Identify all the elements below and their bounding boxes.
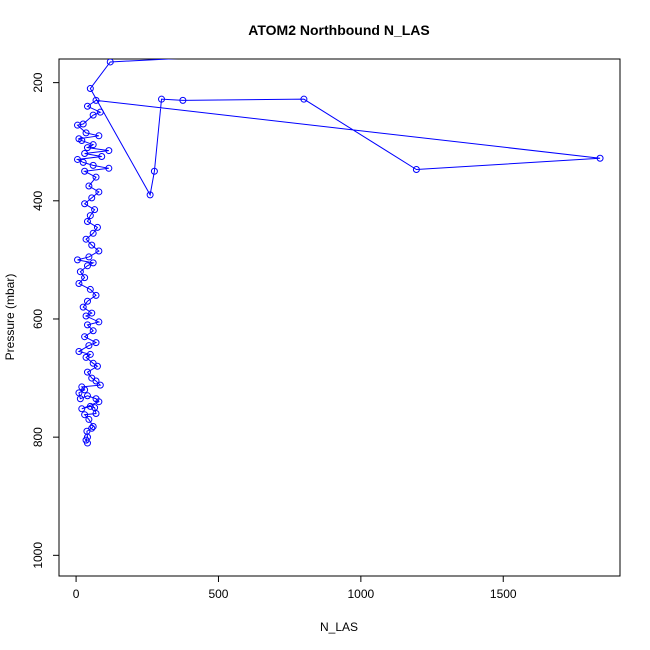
x-axis: 0 500 1000 1500 [73, 576, 517, 601]
data-point [85, 342, 93, 350]
data-point [81, 150, 89, 158]
data-point [85, 182, 93, 190]
data-point [89, 259, 97, 267]
data-point [82, 235, 90, 243]
data-point [83, 321, 91, 329]
data-point [106, 59, 114, 66]
data-point [158, 95, 166, 103]
data-point [86, 212, 94, 220]
data-point [79, 158, 87, 166]
data-point [76, 268, 84, 276]
data-point [75, 347, 83, 355]
data-point [95, 132, 103, 140]
data-point [85, 253, 93, 261]
data-point [412, 165, 420, 173]
data-point [146, 191, 154, 199]
data-point [88, 194, 96, 202]
data-point [81, 274, 89, 282]
x-axis-label: N_LAS [320, 620, 358, 634]
x-tick-label: 500 [208, 587, 228, 601]
data-point [95, 188, 103, 196]
data-point [89, 359, 97, 367]
data-point [179, 96, 187, 104]
data-point [96, 381, 104, 389]
data-point [88, 424, 96, 432]
y-axis: 200 400 600 800 1000 [31, 72, 59, 569]
data-point [81, 200, 89, 208]
data-point [79, 120, 87, 128]
data-point [93, 223, 101, 231]
data-point [150, 167, 158, 175]
x-tick-label: 0 [73, 587, 80, 601]
data-point [89, 161, 97, 169]
data-point [95, 318, 103, 326]
data-point [82, 129, 90, 137]
y-tick-label: 600 [31, 309, 45, 329]
data-point [78, 405, 86, 413]
data-point [88, 374, 96, 382]
y-tick-label: 200 [31, 72, 45, 92]
data-point [83, 217, 91, 225]
data-point [75, 280, 83, 288]
plot-frame [58, 58, 621, 577]
data-point [88, 309, 96, 317]
data-point [300, 95, 308, 103]
data-point [105, 147, 113, 155]
data-point [83, 144, 91, 152]
data-point [98, 152, 106, 160]
data-point [86, 285, 94, 293]
data-point [92, 291, 100, 299]
data-point [92, 339, 100, 347]
series-line [75, 59, 601, 444]
data-point [88, 241, 96, 249]
data-point [86, 402, 94, 410]
data-point [74, 155, 82, 163]
series-layer [74, 51, 604, 447]
data-point [86, 350, 94, 358]
data-point [78, 383, 86, 391]
chart-title: ATOM2 Northbound N_LAS [248, 22, 429, 38]
data-point [75, 135, 83, 143]
data-point [92, 96, 100, 104]
data-point [82, 312, 90, 320]
y-axis-label: Pressure (mbar) [3, 274, 17, 361]
data-point [258, 51, 264, 57]
data-point [89, 111, 97, 119]
data-point [83, 392, 91, 400]
data-point [83, 102, 91, 110]
data-point [81, 333, 89, 341]
data-point [86, 85, 94, 93]
data-point [92, 173, 100, 181]
data-point [92, 395, 100, 403]
data-point [95, 247, 103, 255]
x-tick-label: 1000 [348, 587, 375, 601]
y-tick-label: 800 [31, 427, 45, 447]
data-point [75, 389, 83, 397]
data-point [96, 108, 104, 116]
data-point [596, 154, 604, 162]
data-point [89, 423, 97, 431]
data-point [74, 256, 82, 264]
data-point [83, 297, 91, 305]
data-point [89, 141, 97, 149]
x-tick-label: 1500 [490, 587, 517, 601]
data-point [81, 411, 89, 419]
data-point [89, 229, 97, 237]
data-point [83, 262, 91, 270]
data-point [81, 167, 89, 175]
data-point [91, 404, 99, 412]
data-point [105, 164, 113, 172]
y-tick-label: 1000 [31, 542, 45, 569]
data-point [79, 303, 87, 311]
data-point [91, 206, 99, 214]
data-point [85, 415, 93, 423]
data-point [89, 327, 97, 335]
data-point [83, 368, 91, 376]
y-tick-label: 400 [31, 190, 45, 210]
